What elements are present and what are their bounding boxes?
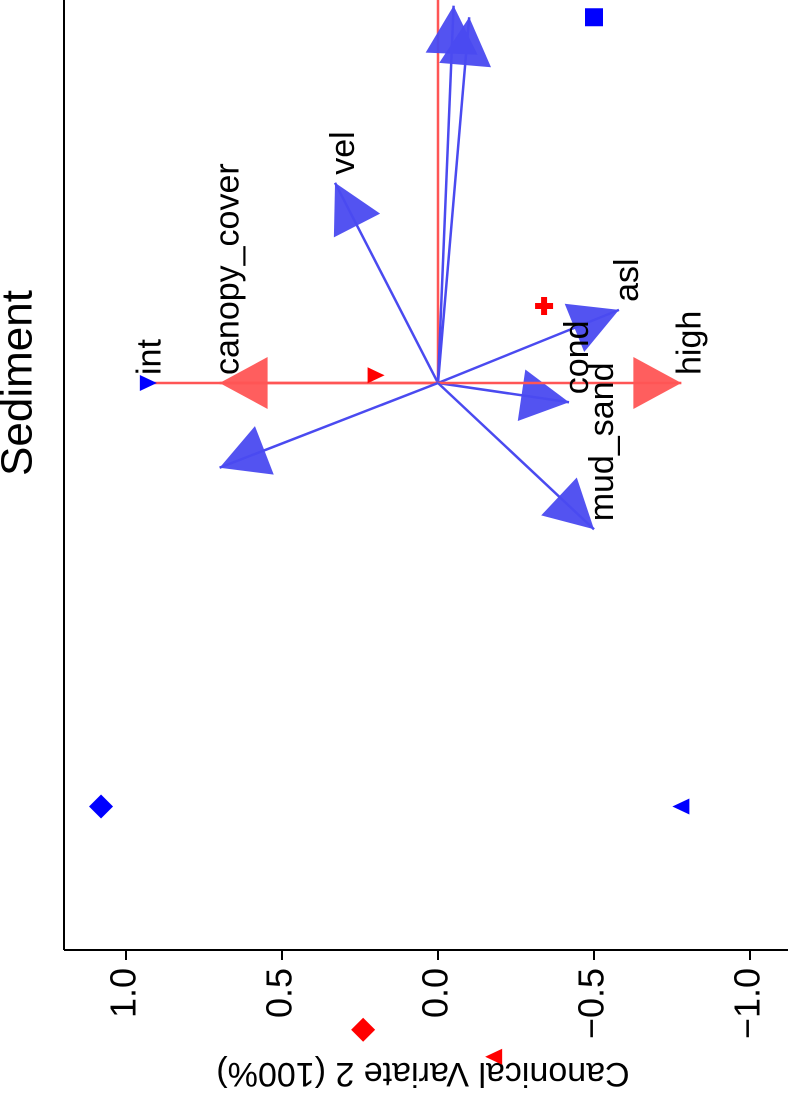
tick-label: 0.0 bbox=[415, 968, 456, 1018]
vector-arrowhead bbox=[541, 477, 594, 530]
points bbox=[89, 8, 690, 1065]
vector-label: canopy_cover bbox=[209, 163, 247, 375]
axis-label: Canonical Variate 2 (100%) bbox=[216, 1055, 629, 1093]
data-point bbox=[139, 375, 157, 391]
tick-label: −1.0 bbox=[727, 968, 768, 1039]
vector-label: high bbox=[670, 311, 708, 375]
vector-line bbox=[436, 5, 455, 384]
data-point bbox=[485, 1048, 503, 1065]
vector-label: vel bbox=[324, 131, 362, 174]
tick-label: 0.5 bbox=[259, 968, 300, 1018]
data-point bbox=[672, 798, 690, 815]
data-point bbox=[89, 794, 114, 819]
data-point bbox=[535, 297, 554, 315]
tick-label: 1.0 bbox=[103, 968, 144, 1018]
vector-label: cond bbox=[558, 321, 596, 395]
vector-arrowhead bbox=[564, 303, 619, 352]
chart-title: Sediment bbox=[0, 290, 42, 476]
vector-arrowhead bbox=[333, 182, 381, 238]
vector-label: mud_sand bbox=[583, 363, 621, 522]
data-point bbox=[367, 367, 385, 384]
vector-arrowhead bbox=[633, 357, 682, 409]
vectors bbox=[141, 0, 682, 531]
vector-label: int bbox=[131, 339, 169, 375]
data-point bbox=[351, 1017, 376, 1042]
data-point bbox=[585, 8, 603, 27]
vector-line bbox=[436, 17, 471, 384]
vector-arrowhead bbox=[439, 17, 492, 68]
vector-label: asl bbox=[608, 258, 646, 301]
vector-arrowhead bbox=[219, 426, 274, 475]
tick-label: −0.5 bbox=[571, 968, 612, 1039]
